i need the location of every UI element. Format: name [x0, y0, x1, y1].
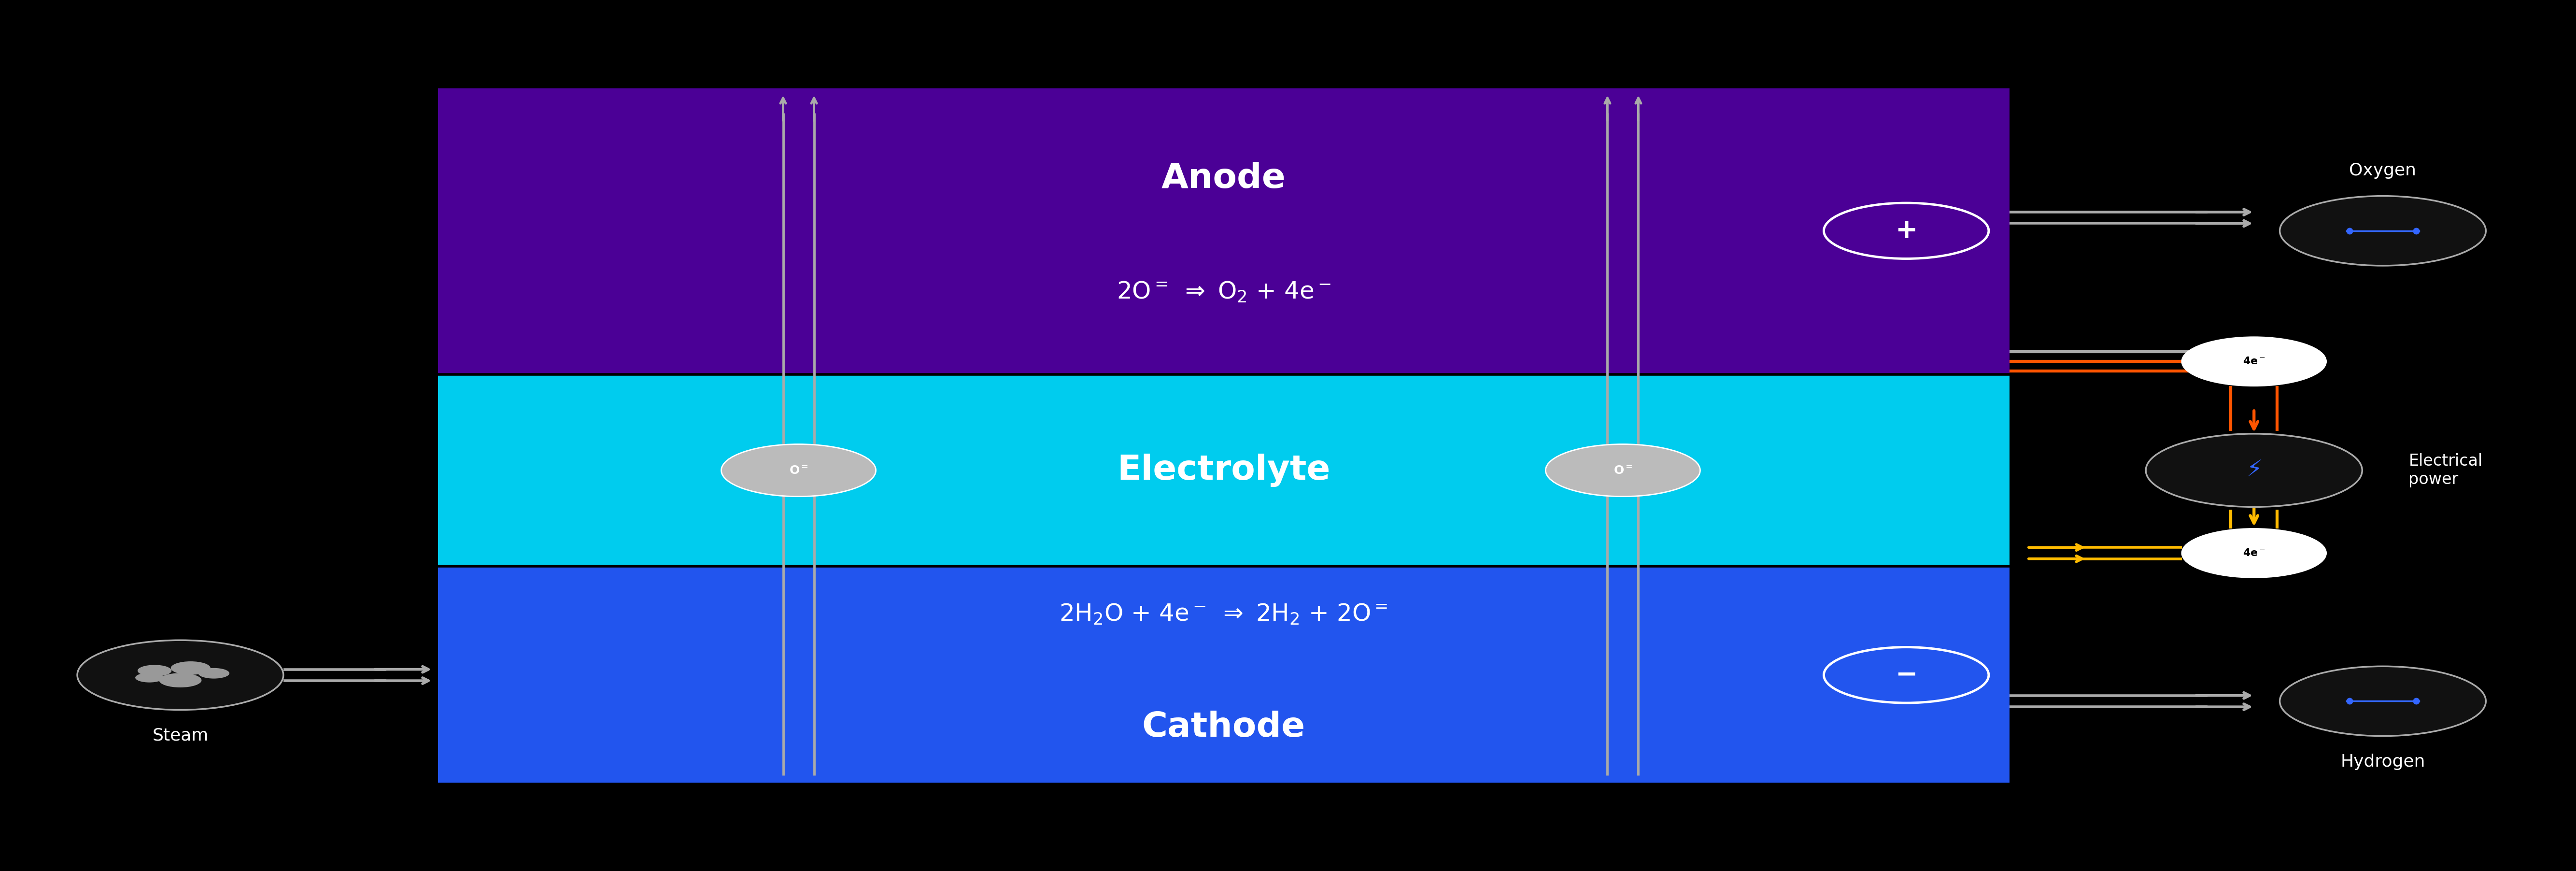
Text: 2O$^=$ $\Rightarrow$ O$_2$ + 4e$^-$: 2O$^=$ $\Rightarrow$ O$_2$ + 4e$^-$ [1115, 280, 1332, 304]
Text: Cathode: Cathode [1141, 711, 1306, 744]
Circle shape [77, 640, 283, 710]
Text: Electrolyte: Electrolyte [1118, 454, 1329, 487]
Text: Steam: Steam [152, 727, 209, 744]
Text: O$^=$: O$^=$ [788, 464, 809, 476]
Text: −: − [1896, 662, 1917, 688]
Circle shape [2280, 196, 2486, 266]
Circle shape [721, 444, 876, 496]
Text: Hydrogen: Hydrogen [2342, 753, 2424, 770]
Text: O$^=$: O$^=$ [1613, 464, 1633, 476]
Circle shape [2280, 666, 2486, 736]
Circle shape [170, 661, 211, 675]
Circle shape [1546, 444, 1700, 496]
Circle shape [137, 665, 173, 677]
Circle shape [134, 673, 162, 683]
Circle shape [160, 673, 201, 687]
Text: ⚡: ⚡ [2246, 460, 2262, 481]
Bar [438, 566, 2009, 784]
Text: Anode: Anode [1162, 162, 1285, 195]
Bar [438, 87, 2009, 375]
Text: Electrical
power: Electrical power [2409, 453, 2483, 488]
Bar [438, 375, 2009, 566]
Text: Oxygen: Oxygen [2349, 162, 2416, 179]
Text: 2H$_2$O + 4e$^-$ $\Rightarrow$ 2H$_2$ + 2O$^=$: 2H$_2$O + 4e$^-$ $\Rightarrow$ 2H$_2$ + … [1059, 602, 1388, 626]
Text: 4e$^-$: 4e$^-$ [2244, 356, 2264, 367]
Circle shape [2146, 434, 2362, 507]
Circle shape [2182, 529, 2326, 577]
Circle shape [198, 668, 229, 679]
Text: +: + [1896, 218, 1917, 244]
Circle shape [2182, 337, 2326, 386]
Text: 4e$^-$: 4e$^-$ [2244, 548, 2264, 558]
